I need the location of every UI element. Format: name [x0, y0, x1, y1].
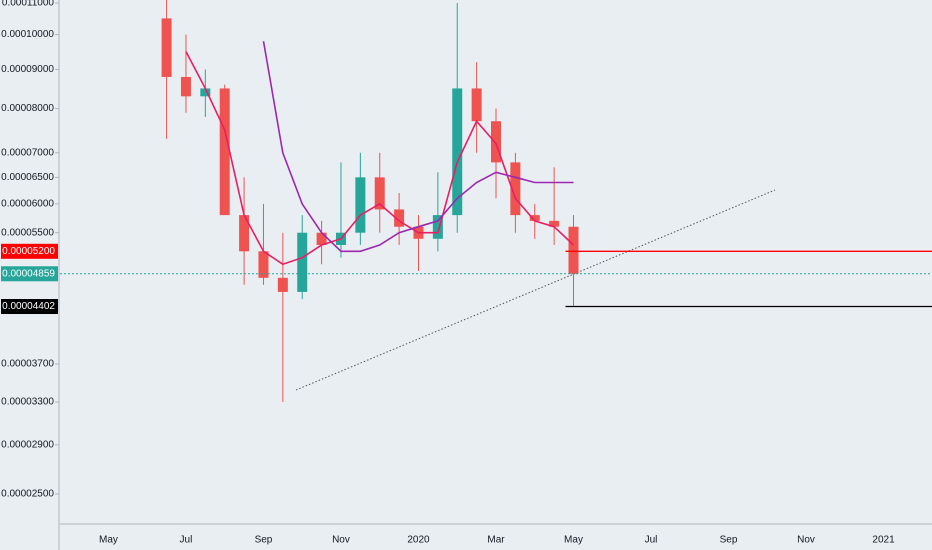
- plot-area: [161, 0, 579, 402]
- candle-body: [355, 177, 366, 233]
- price-label: 0.00004859: [2, 268, 55, 279]
- candle-body: [161, 18, 172, 77]
- candle-body: [374, 177, 385, 210]
- x-tick-label: Sep: [255, 535, 273, 546]
- y-tick-label: 0.00006500: [1, 172, 54, 183]
- candle-body: [394, 209, 405, 227]
- candle-body: [471, 88, 482, 122]
- price-label-box: [1, 243, 58, 259]
- y-tick-label: 0.00003700: [1, 359, 54, 370]
- candle-body: [529, 215, 540, 221]
- price-label: 0.00005200: [2, 246, 55, 257]
- x-tick-label: Sep: [720, 535, 738, 546]
- candle-body: [200, 88, 211, 97]
- candle-body: [239, 215, 250, 252]
- candle-body: [219, 88, 230, 216]
- y-tick-label: 0.00011000: [2, 0, 55, 9]
- y-tick-label: 0.00005500: [1, 227, 54, 238]
- x-tick-label: Jul: [180, 535, 193, 546]
- candle-body: [568, 226, 579, 274]
- x-tick-label: Mar: [487, 535, 505, 546]
- y-tick-label: 0.00003300: [1, 397, 54, 408]
- candle-body: [549, 220, 560, 227]
- price-label: 0.00004402: [2, 301, 55, 312]
- candle-body: [277, 277, 288, 292]
- moving-average: [262, 41, 574, 253]
- candle-body: [258, 251, 269, 278]
- x-tick-label: May: [564, 535, 583, 546]
- y-tick-label: 0.00008000: [1, 103, 54, 114]
- x-tick-label: Jul: [645, 535, 658, 546]
- y-tick-label: 0.00010000: [1, 29, 54, 40]
- candle-body: [297, 232, 308, 292]
- candle-body: [432, 215, 443, 239]
- price-label-box: [1, 299, 58, 315]
- price-label-box: [1, 266, 58, 282]
- candle-body: [510, 162, 521, 216]
- y-tick-label: 0.00006000: [1, 199, 54, 210]
- x-tick-label: Nov: [797, 535, 815, 546]
- y-tick-label: 0.00009000: [1, 64, 54, 75]
- x-tick-label: 2021: [872, 535, 895, 546]
- candle-body: [452, 88, 463, 216]
- y-tick-label: 0.00002900: [1, 439, 54, 450]
- x-tick-label: 2020: [407, 535, 430, 546]
- y-tick-label: 0.00002500: [1, 489, 54, 500]
- x-tick-label: Nov: [332, 535, 350, 546]
- candle-body: [316, 232, 327, 245]
- candle-body: [180, 76, 191, 97]
- moving-average: [185, 51, 575, 266]
- candle-body: [491, 121, 501, 163]
- trend-line: [295, 189, 776, 391]
- x-tick-label: May: [99, 535, 118, 546]
- y-tick-label: 0.00007000: [1, 147, 54, 158]
